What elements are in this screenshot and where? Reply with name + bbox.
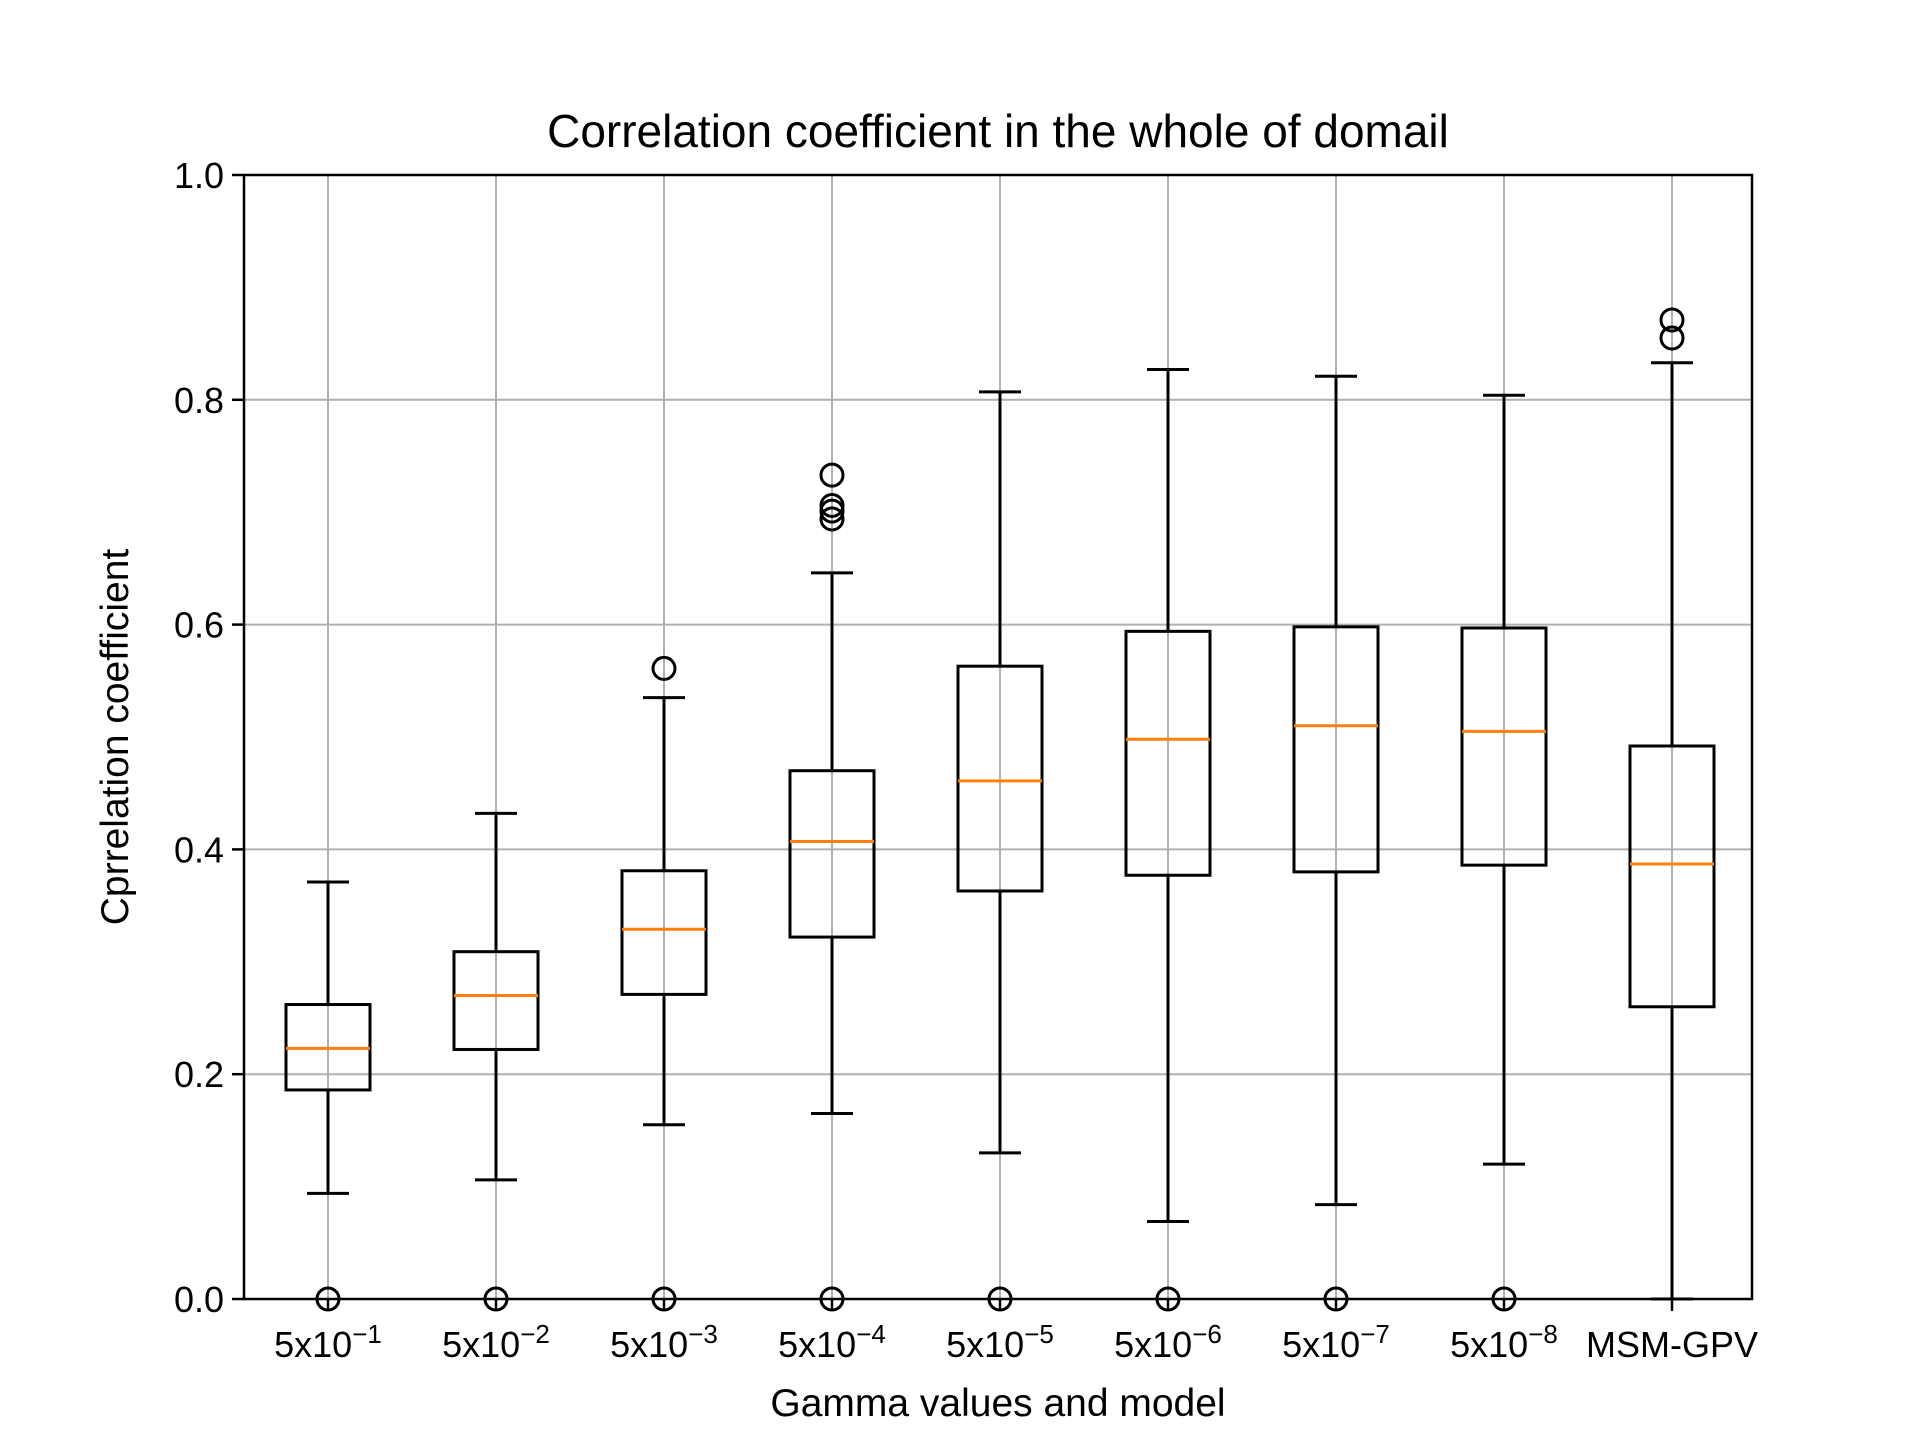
box-iqr	[1292, 625, 1380, 874]
y-tick-label: 0.6	[174, 605, 224, 646]
box-iqr	[788, 769, 876, 939]
x-tick-label: 5x10−6	[1114, 1319, 1222, 1365]
y-tick-label: 1.0	[174, 155, 224, 196]
outlier-point	[1659, 325, 1685, 351]
x-tick-label: 5x10−4	[778, 1319, 886, 1365]
x-tick-label: MSM-GPV	[1586, 1324, 1758, 1365]
box-5	[956, 390, 1044, 1312]
box-iqr	[620, 869, 708, 996]
x-tick-label: 5x10−8	[1450, 1319, 1558, 1365]
box-9	[1628, 307, 1716, 1301]
box-iqr	[1628, 744, 1716, 1009]
box-iqr	[1124, 629, 1212, 877]
x-tick-label: 5x10−1	[274, 1319, 382, 1365]
y-axis-title: Cprrelation coefficient	[94, 549, 137, 926]
y-tick-label: 0.4	[174, 829, 224, 870]
plot-frame	[242, 173, 1754, 1301]
outlier-point	[651, 655, 677, 681]
y-tick-label: 0.2	[174, 1054, 224, 1095]
grid-layer	[244, 174, 1752, 1300]
box-iqr	[956, 664, 1044, 893]
outlier-point	[819, 492, 845, 518]
x-tick-label: 5x10−5	[946, 1319, 1054, 1365]
box-iqr	[1460, 626, 1548, 867]
ticks-layer: 0.0 0.2 0.4 0.6 0.8 1.0 5x10−1 5x10−2 5x10−3 5x10…	[174, 155, 1758, 1365]
box-iqr	[452, 950, 540, 1051]
x-tick-label: 5x10−7	[1282, 1319, 1390, 1365]
y-tick-label: 0.8	[174, 380, 224, 421]
y-tick-label: 0.0	[174, 1279, 224, 1320]
box-8	[1460, 393, 1548, 1312]
outlier-point	[1659, 307, 1685, 333]
outlier-point	[819, 462, 845, 488]
outlier-point	[819, 506, 845, 532]
x-tick-label: 5x10−3	[610, 1319, 718, 1365]
x-tick-label: 5x10−2	[442, 1319, 550, 1365]
box-6	[1124, 367, 1212, 1312]
chart-title: Correlation coefficient in the whole of …	[547, 105, 1449, 157]
x-axis-title: Gamma values and model	[770, 1382, 1225, 1425]
